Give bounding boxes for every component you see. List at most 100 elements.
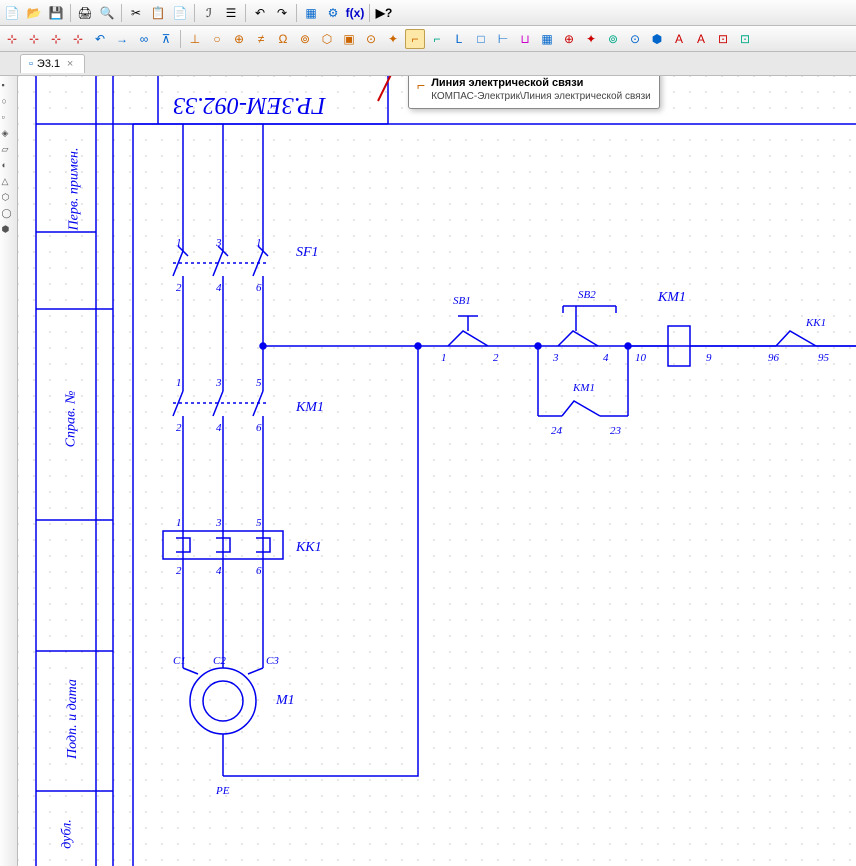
manager-icon[interactable]: ▦ [301, 3, 321, 23]
lt-10[interactable]: ⬢ [2, 224, 16, 238]
schematic-drawing: SF1 КМ1 КК1 М1 PE SB1 SB2 КМ1 КМ1 КК1 1 … [18, 76, 856, 866]
lt-7[interactable]: △ [2, 176, 16, 190]
tool-tooltip: ⌐ Линия электрической связи КОМПАС-Элект… [408, 76, 660, 109]
variables-icon[interactable]: ⚙ [323, 3, 343, 23]
el-tool-3[interactable]: ⊹ [46, 29, 66, 49]
el-tool-2[interactable]: ⊹ [24, 29, 44, 49]
label-kk1-main: КК1 [295, 540, 322, 555]
el-tool-29[interactable]: ⊙ [625, 29, 645, 49]
el-tool-30[interactable]: ⬢ [647, 29, 667, 49]
lt-2[interactable]: ○ [2, 96, 16, 110]
svg-text:1: 1 [441, 352, 447, 364]
svg-text:23: 23 [610, 425, 622, 437]
svg-text:1: 1 [176, 377, 182, 389]
lt-8[interactable]: ⬡ [2, 192, 16, 206]
label-pe: PE [215, 785, 230, 797]
svg-text:24: 24 [551, 425, 563, 437]
el-tool-15[interactable]: ⬡ [317, 29, 337, 49]
lt-5[interactable]: ▱ [2, 144, 16, 158]
properties-icon[interactable]: ☰ [221, 3, 241, 23]
paste-icon[interactable]: 📄 [170, 3, 190, 23]
label-sb2: SB2 [578, 289, 596, 301]
el-tool-4[interactable]: ⊹ [68, 29, 88, 49]
el-tool-23[interactable]: ⊢ [493, 29, 513, 49]
svg-text:4: 4 [603, 352, 609, 364]
el-tool-18[interactable]: ✦ [383, 29, 403, 49]
svg-text:3: 3 [215, 237, 222, 249]
el-tool-32[interactable]: A [691, 29, 711, 49]
svg-text:4: 4 [216, 565, 222, 577]
open-icon[interactable]: 📂 [24, 3, 44, 23]
close-icon[interactable]: × [64, 58, 76, 70]
svg-text:6: 6 [256, 422, 262, 434]
svg-text:2: 2 [493, 352, 499, 364]
separator [180, 30, 181, 48]
label-sf1: SF1 [296, 245, 319, 260]
el-tool-7[interactable]: ∞ [134, 29, 154, 49]
main-toolbar: 📄 📂 💾 🖨 🔍 ✂ 📋 📄 ℐ ☰ ↶ ↷ ▦ ⚙ f(x) ▶? [0, 0, 856, 26]
el-tool-20[interactable]: ⌐ [427, 29, 447, 49]
tooltip-body: КОМПАС-Электрик\Линия электрической связ… [431, 91, 651, 102]
help-icon[interactable]: ▶? [374, 3, 394, 23]
label-m1: М1 [275, 693, 295, 708]
el-tool-1[interactable]: ⊹ [2, 29, 22, 49]
print-icon[interactable]: 🖨 [75, 3, 95, 23]
lt-6[interactable]: ◐ [2, 160, 16, 174]
fx-icon[interactable]: f(x) [345, 3, 365, 23]
el-tool-24[interactable]: ⊔ [515, 29, 535, 49]
el-tool-21[interactable]: L [449, 29, 469, 49]
brush-icon[interactable]: ℐ [199, 3, 219, 23]
el-tool-13[interactable]: Ω [273, 29, 293, 49]
svg-text:3: 3 [215, 377, 222, 389]
drawing-canvas[interactable]: ГР.3ЕМ-092.33 Перв. примен. Справ. № Под… [18, 76, 856, 866]
separator [245, 4, 246, 22]
svg-text:С1: С1 [173, 655, 186, 667]
el-tool-25[interactable]: ▦ [537, 29, 557, 49]
preview-icon[interactable]: 🔍 [97, 3, 117, 23]
svg-text:2: 2 [176, 282, 182, 294]
el-tool-11[interactable]: ⊕ [229, 29, 249, 49]
svg-text:6: 6 [256, 282, 262, 294]
svg-text:96: 96 [768, 352, 780, 364]
el-tool-31[interactable]: A [669, 29, 689, 49]
el-tool-16[interactable]: ▣ [339, 29, 359, 49]
el-tool-9[interactable]: ⊥ [185, 29, 205, 49]
undo-icon[interactable]: ↶ [250, 3, 270, 23]
el-tool-8[interactable]: ⊼ [156, 29, 176, 49]
new-icon[interactable]: 📄 [2, 3, 22, 23]
separator [194, 4, 195, 22]
lt-3[interactable]: ▫ [2, 112, 16, 126]
svg-text:1: 1 [176, 237, 182, 249]
doc-icon: ▫ [29, 58, 33, 70]
svg-text:3: 3 [215, 517, 222, 529]
el-tool-5[interactable]: ↶ [90, 29, 110, 49]
svg-text:5: 5 [256, 377, 262, 389]
svg-text:4: 4 [216, 422, 222, 434]
copy-icon[interactable]: 📋 [148, 3, 168, 23]
svg-text:6: 6 [256, 565, 262, 577]
el-tool-14[interactable]: ⊚ [295, 29, 315, 49]
label-km1-aux: КМ1 [572, 382, 595, 394]
redo-icon[interactable]: ↷ [272, 3, 292, 23]
lt-9[interactable]: ◯ [2, 208, 16, 222]
el-tool-27[interactable]: ✦ [581, 29, 601, 49]
el-tool-26[interactable]: ⊕ [559, 29, 579, 49]
el-tool-34[interactable]: ⊡ [735, 29, 755, 49]
wire-icon: ⌐ [417, 77, 425, 93]
svg-text:5: 5 [256, 517, 262, 529]
el-tool-22[interactable]: □ [471, 29, 491, 49]
cut-icon[interactable]: ✂ [126, 3, 146, 23]
separator [369, 4, 370, 22]
el-tool-12[interactable]: ≠ [251, 29, 271, 49]
lt-4[interactable]: ◈ [2, 128, 16, 142]
el-tool-6[interactable]: → [112, 29, 132, 49]
el-tool-17[interactable]: ⊙ [361, 29, 381, 49]
el-tool-28[interactable]: ⊚ [603, 29, 623, 49]
lt-1[interactable]: ▪ [2, 80, 16, 94]
wire-line-tool[interactable]: ⌐ [405, 29, 425, 49]
save-icon[interactable]: 💾 [46, 3, 66, 23]
svg-text:С3: С3 [266, 655, 279, 667]
tab-e3-1[interactable]: ▫ Э3.1 × [20, 54, 85, 73]
el-tool-10[interactable]: ○ [207, 29, 227, 49]
el-tool-33[interactable]: ⊡ [713, 29, 733, 49]
